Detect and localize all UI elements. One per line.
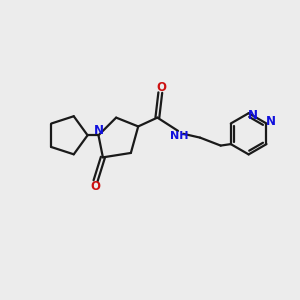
Text: O: O bbox=[157, 81, 167, 94]
Text: N: N bbox=[94, 124, 103, 137]
Text: O: O bbox=[90, 180, 100, 193]
Text: N: N bbox=[266, 115, 276, 128]
Text: NH: NH bbox=[170, 131, 189, 141]
Text: N: N bbox=[248, 109, 258, 122]
